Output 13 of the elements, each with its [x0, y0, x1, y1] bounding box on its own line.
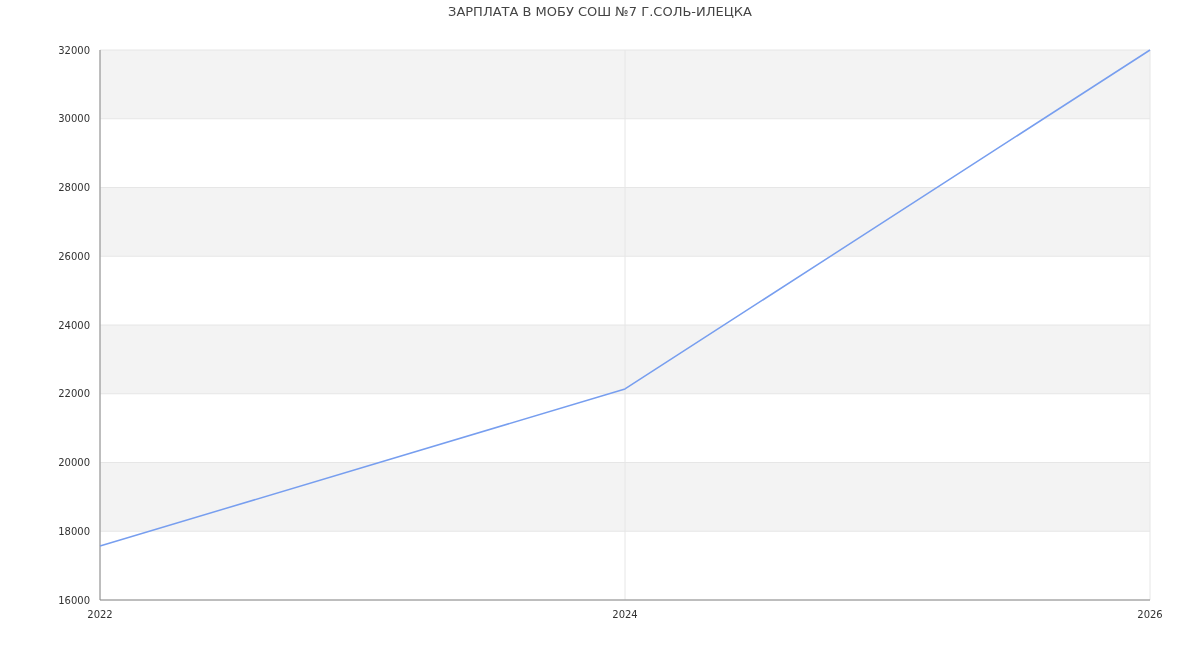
y-tick-label: 26000 [58, 250, 90, 262]
x-tick-label: 2022 [87, 609, 113, 620]
y-tick-label: 30000 [58, 113, 90, 125]
y-tick-label: 16000 [58, 594, 90, 606]
y-tick-label: 24000 [58, 319, 90, 331]
y-tick-label: 32000 [58, 44, 90, 56]
y-tick-label: 20000 [58, 457, 90, 468]
chart-title: ЗАРПЛАТА В МОБУ СОШ №7 Г.СОЛЬ-ИЛЕЦКА [448, 4, 753, 19]
y-tick-label: 22000 [58, 388, 90, 400]
y-tick-label: 18000 [58, 525, 90, 537]
x-tick-label: 2024 [612, 609, 638, 620]
y-tick-label: 28000 [58, 182, 90, 193]
x-tick-label: 2026 [1137, 609, 1163, 620]
